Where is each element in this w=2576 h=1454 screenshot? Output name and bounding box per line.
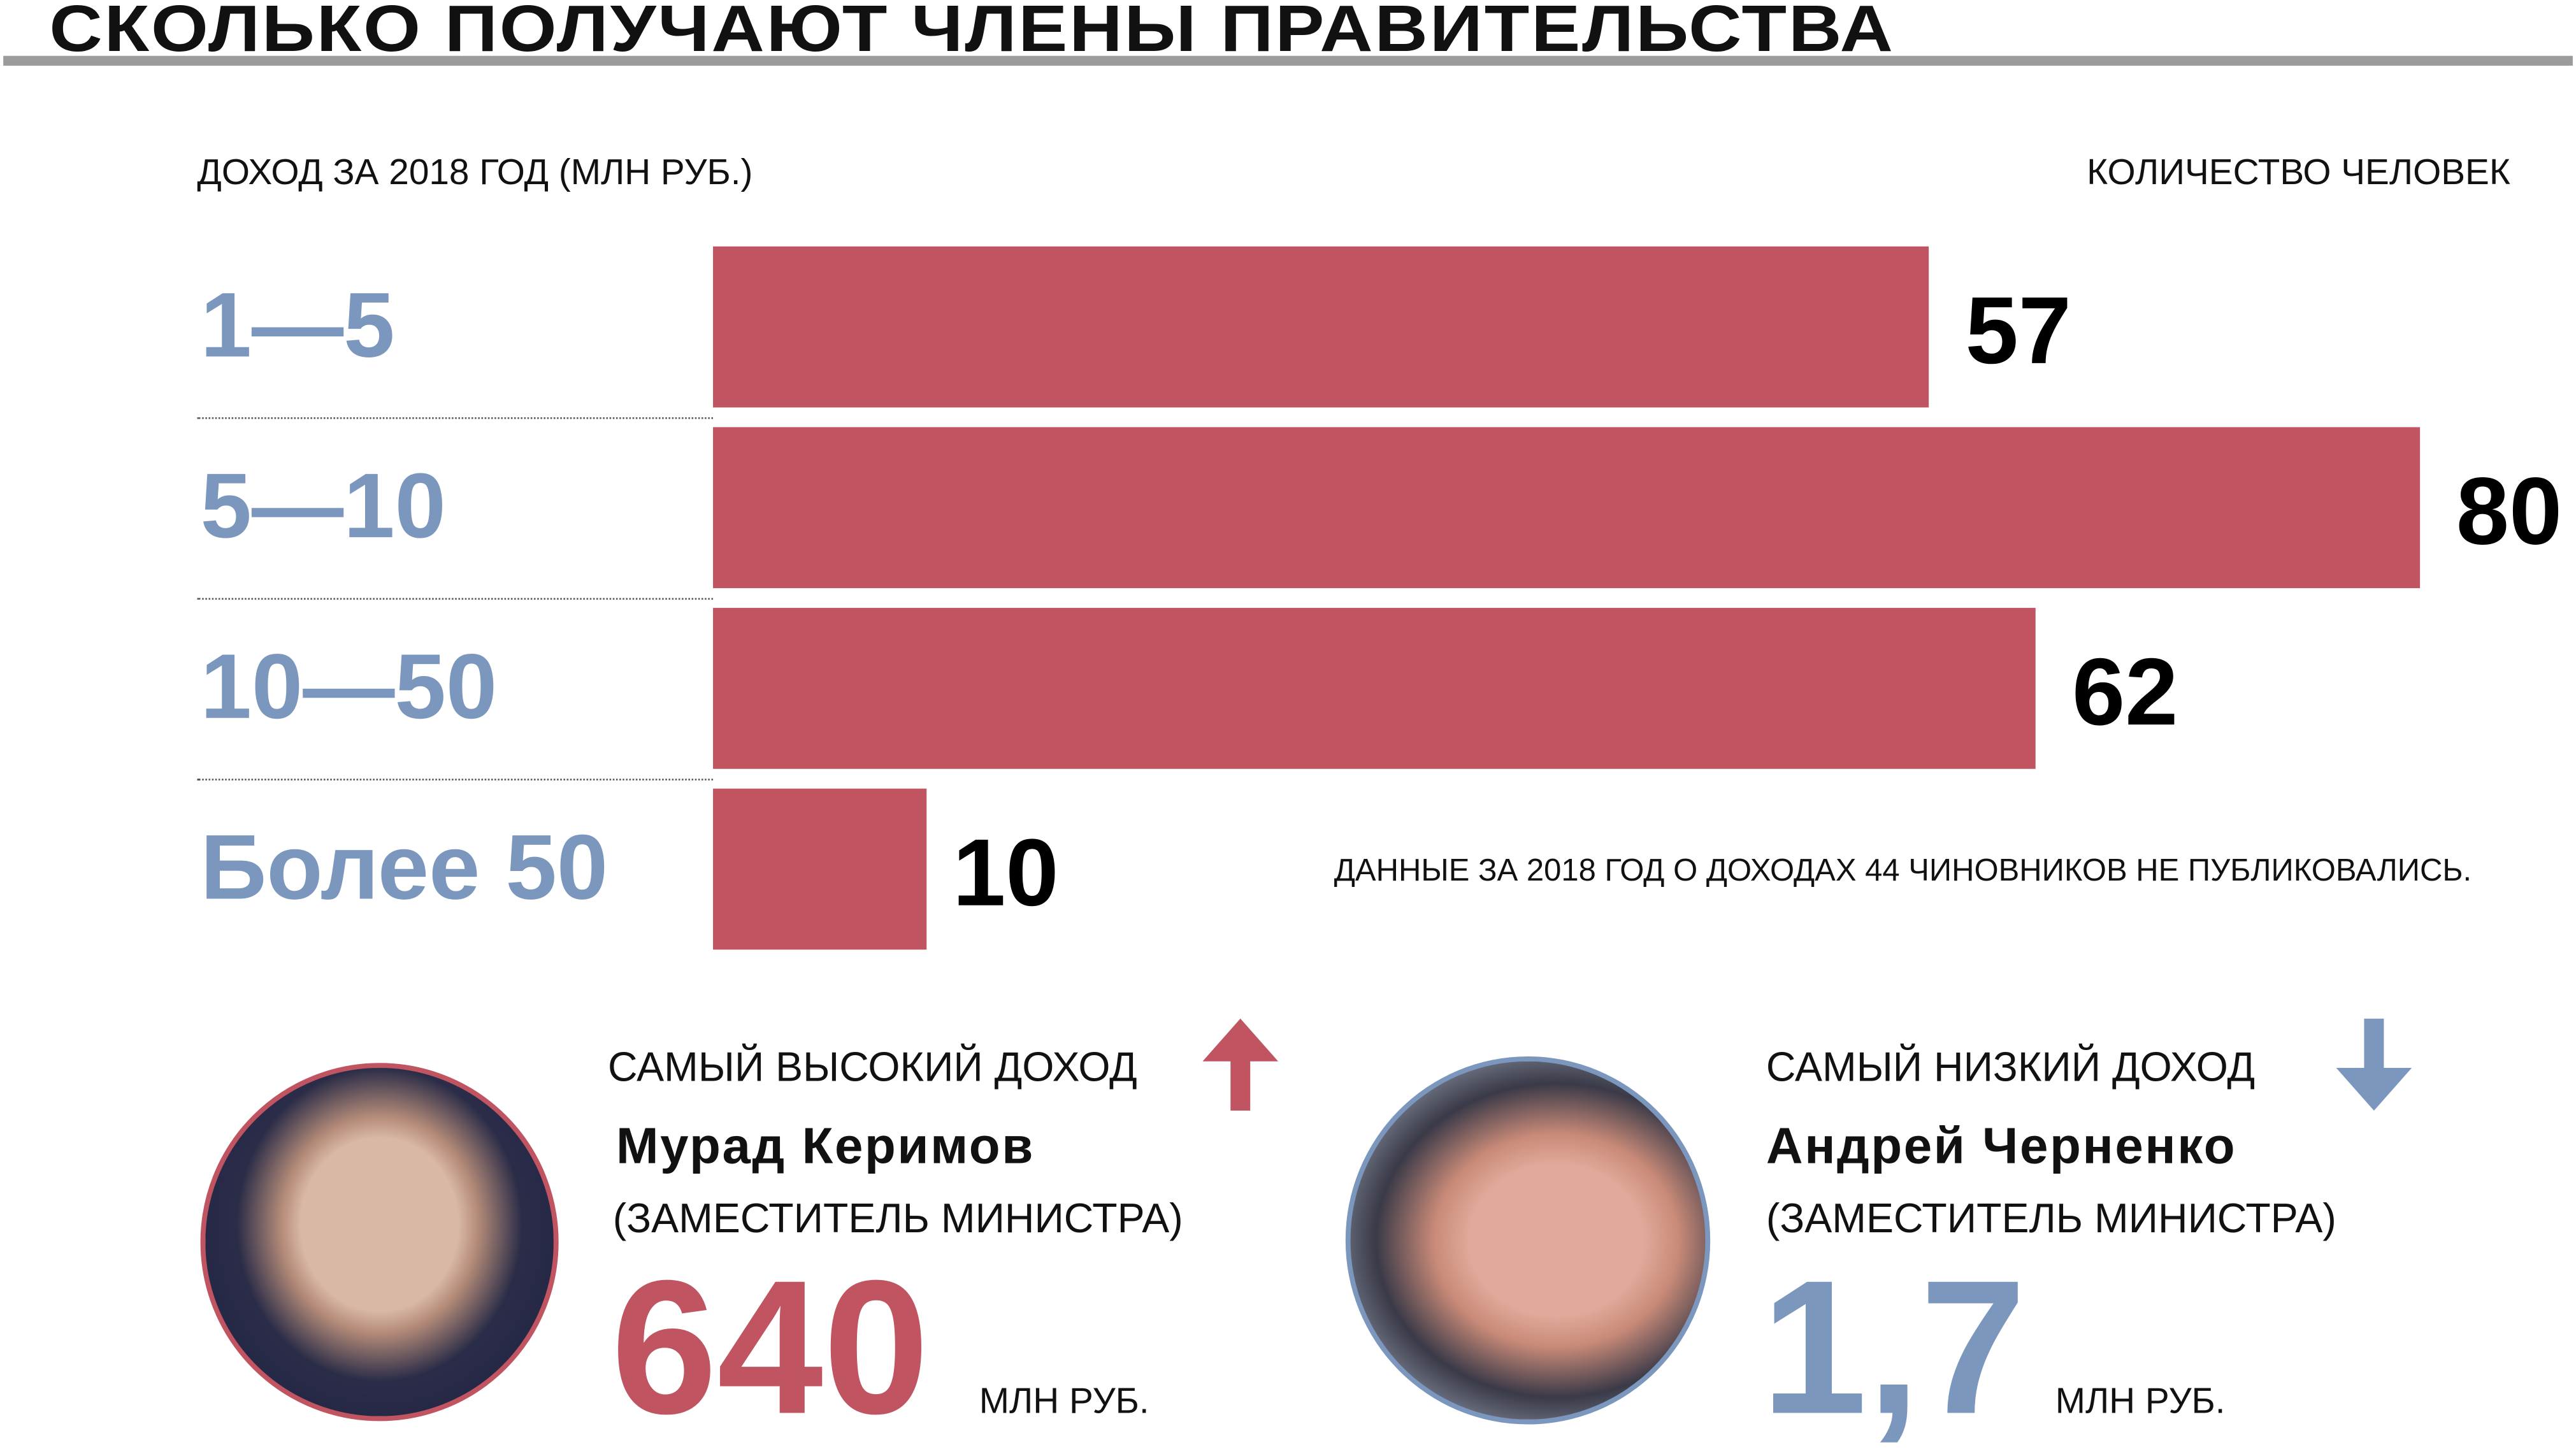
lowest-unit: МЛН РУБ. (2055, 1379, 2226, 1422)
value-label: 57 (1965, 277, 2071, 385)
highest-unit: МЛН РУБ. (979, 1379, 1149, 1422)
value-label: 10 (953, 819, 1059, 927)
lowest-heading: САМЫЙ НИЗКИЙ ДОХОД (1766, 1044, 2256, 1091)
bar (713, 246, 1929, 408)
portrait-kerimov (200, 1063, 559, 1422)
chart-note: ДАННЫЕ ЗА 2018 ГОД О ДОХОДАХ 44 ЧИНОВНИК… (1334, 854, 2472, 889)
title-rule (3, 55, 2573, 66)
y-axis-label: ДОХОД ЗА 2018 ГОД (МЛН РУБ.) (197, 151, 753, 192)
row-divider (197, 779, 714, 781)
page-title: СКОЛЬКО ПОЛУЧАЮТ ЧЛЕНЫ ПРАВИТЕЛЬСТВА (49, 0, 1895, 66)
highest-name: Мурад Керимов (615, 1117, 1035, 1175)
bar (713, 788, 926, 950)
bar (713, 427, 2421, 589)
lowest-name: Андрей Черненко (1766, 1117, 2237, 1175)
category-label: 10—50 (200, 634, 498, 738)
highest-role: (ЗАМЕСТИТЕЛЬ МИНИСТРА) (612, 1196, 1183, 1242)
highest-amount: 640 (611, 1240, 930, 1454)
arrow-up-icon (1202, 1018, 1279, 1111)
row-divider (197, 417, 714, 419)
x-axis-label: КОЛИЧЕСТВО ЧЕЛОВЕК (2087, 151, 2510, 192)
highest-heading: САМЫЙ ВЫСОКИЙ ДОХОД (608, 1044, 1137, 1091)
category-label: 5—10 (200, 453, 446, 558)
row-divider (197, 598, 714, 600)
portrait-chernenko (1345, 1056, 1711, 1425)
lowest-role: (ЗАМЕСТИТЕЛЬ МИНИСТРА) (1766, 1196, 2336, 1242)
value-label: 62 (2072, 639, 2178, 746)
arrow-down-icon (2336, 1018, 2412, 1111)
category-label: Более 50 (200, 814, 608, 919)
category-label: 1—5 (200, 273, 395, 377)
bar (713, 608, 2036, 769)
lowest-amount: 1,7 (1761, 1240, 2026, 1454)
value-label: 80 (2456, 458, 2563, 566)
